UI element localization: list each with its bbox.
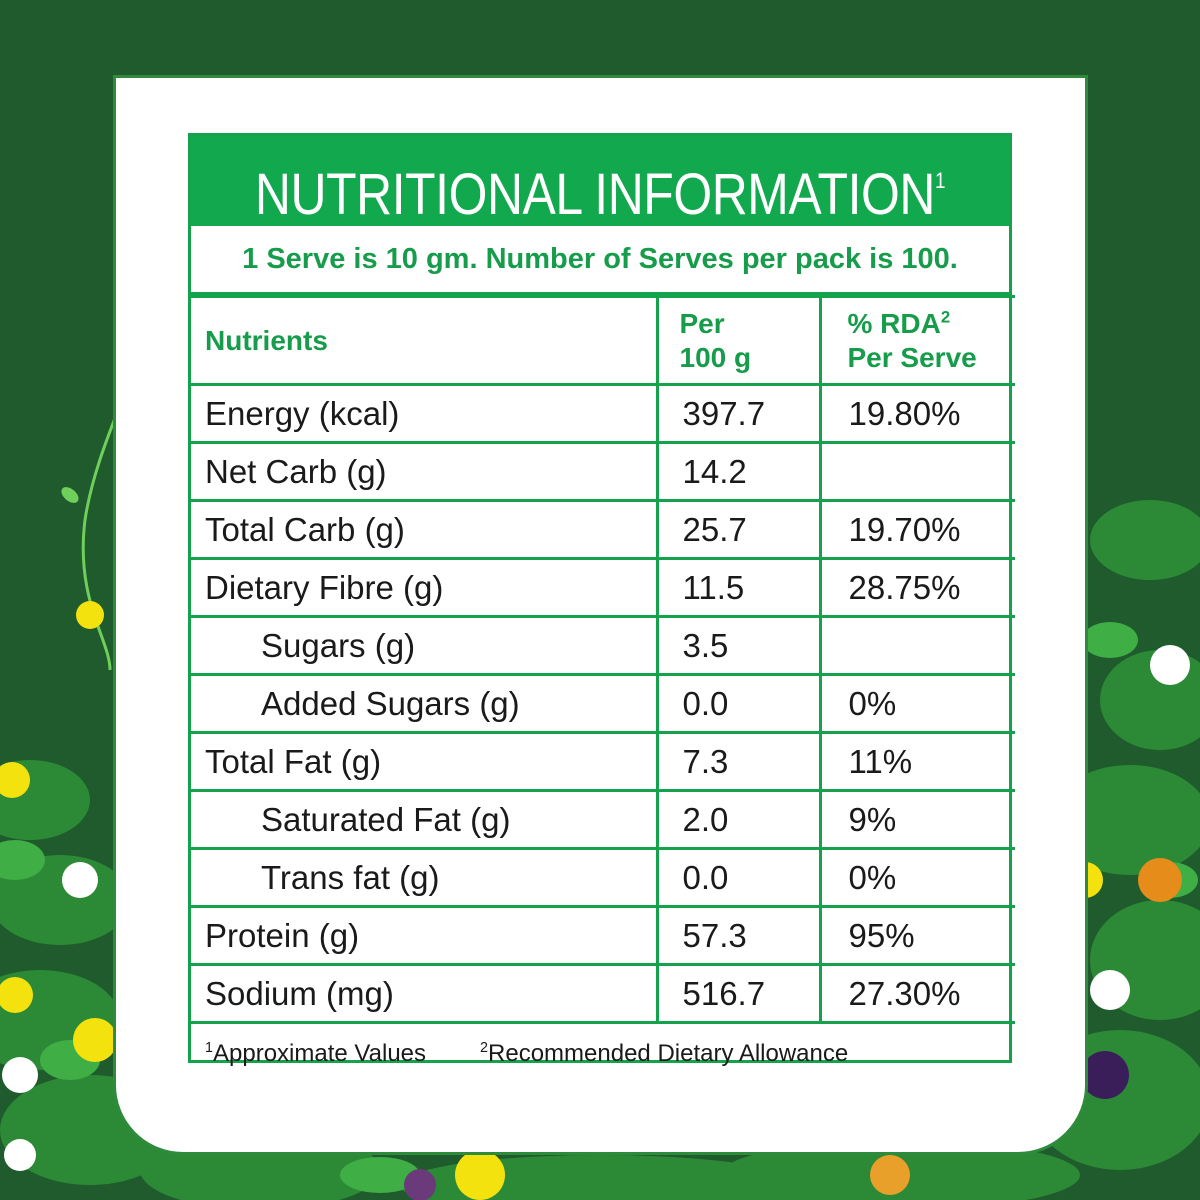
footnote-1-superscript: 1 [205, 1040, 214, 1056]
nutrient-name: Energy (kcal) [191, 383, 659, 444]
nutrient-rda: 0% [818, 847, 1015, 908]
footnote-1: 1Approximate Values [205, 1040, 426, 1067]
label-title: NUTRITIONAL INFORMATION1 [248, 136, 952, 226]
footnote-2-superscript: 2 [480, 1040, 489, 1056]
table-row: Total Fat (g) 7.3 11% [191, 731, 1015, 792]
table-row: Trans fat (g) 0.0 0% [191, 847, 1015, 908]
nutrient-per-100g: 0.0 [655, 673, 822, 734]
nutrient-rda: 11% [818, 731, 1015, 792]
header-rda: % RDA2 Per Serve [818, 295, 1015, 386]
nutrient-rda: 19.70% [818, 499, 1015, 560]
nutrient-name: Total Carb (g) [191, 499, 659, 560]
nutrient-per-100g: 3.5 [655, 615, 822, 676]
header-rda-line2: Per Serve [847, 341, 977, 373]
header-nutrients-text: Nutrients [205, 324, 328, 356]
nutrient-name: Saturated Fat (g) [191, 789, 659, 850]
nutrient-name: Net Carb (g) [191, 441, 659, 502]
nutrition-label: NUTRITIONAL INFORMATION1 1 Serve is 10 g… [188, 133, 1015, 1067]
serve-info: 1 Serve is 10 gm. Number of Serves per p… [191, 226, 1009, 295]
header-per-100g: Per 100 g [655, 295, 822, 386]
nutrient-rows: Energy (kcal) 397.7 19.80% Net Carb (g) 14.2… [191, 383, 1015, 1024]
header-per-line2: 100 g [679, 341, 752, 373]
table-row: Energy (kcal) 397.7 19.80% [191, 383, 1015, 444]
table-row: Saturated Fat (g) 2.0 9% [191, 789, 1015, 850]
nutrient-per-100g: 14.2 [655, 441, 822, 502]
nutrient-rda: 95% [818, 905, 1015, 966]
nutrient-rda: 19.80% [818, 383, 1015, 444]
title-bar: NUTRITIONAL INFORMATION1 [191, 136, 1009, 226]
footnote-2-text: Recommended Dietary Allowance [488, 1040, 849, 1067]
nutrient-name: Dietary Fibre (g) [191, 557, 659, 618]
nutrient-per-100g: 57.3 [655, 905, 822, 966]
nutrient-rda: 0% [818, 673, 1015, 734]
table-row: Protein (g) 57.3 95% [191, 905, 1015, 966]
table-row: Total Carb (g) 25.7 19.70% [191, 499, 1015, 560]
nutrient-name: Added Sugars (g) [191, 673, 659, 734]
nutrient-name: Protein (g) [191, 905, 659, 966]
footnotes: 1Approximate Values 2Recommended Dietary … [191, 1024, 1009, 1083]
table-row: Sodium (mg) 516.7 27.30% [191, 963, 1015, 1024]
header-rda-line1: % RDA [847, 307, 941, 339]
table-header-row: Nutrients Per 100 g % RDA2 Per Serve [191, 295, 1015, 386]
nutrient-per-100g: 2.0 [655, 789, 822, 850]
nutrient-per-100g: 516.7 [655, 963, 822, 1024]
nutrient-rda: 27.30% [818, 963, 1015, 1024]
nutrient-per-100g: 397.7 [655, 383, 822, 444]
header-nutrients: Nutrients [191, 295, 659, 386]
nutrient-per-100g: 7.3 [655, 731, 822, 792]
table-row: Sugars (g) 3.5 [191, 615, 1015, 676]
nutrient-name: Sodium (mg) [191, 963, 659, 1024]
footnote-2: 2Recommended Dietary Allowance [480, 1040, 848, 1067]
nutrition-table: Nutrients Per 100 g % RDA2 Per Serve Energ… [191, 295, 1015, 1024]
header-per-line1: Per [679, 307, 725, 339]
title-text: NUTRITIONAL INFORMATION [254, 162, 936, 226]
nutrient-name: Sugars (g) [191, 615, 659, 676]
nutrient-name: Trans fat (g) [191, 847, 659, 908]
nutrient-name: Total Fat (g) [191, 731, 659, 792]
header-rda-superscript: 2 [940, 307, 951, 327]
nutrient-rda: 28.75% [818, 557, 1015, 618]
table-row: Net Carb (g) 14.2 [191, 441, 1015, 502]
footnote-1-text: Approximate Values [213, 1040, 427, 1067]
nutrient-rda: 9% [818, 789, 1015, 850]
nutrient-rda [818, 441, 1015, 502]
table-row: Added Sugars (g) 0.0 0% [191, 673, 1015, 734]
nutrient-per-100g: 25.7 [655, 499, 822, 560]
nutrient-per-100g: 11.5 [655, 557, 822, 618]
title-superscript: 1 [934, 168, 946, 193]
nutrient-rda [818, 615, 1015, 676]
table-row: Dietary Fibre (g) 11.5 28.75% [191, 557, 1015, 618]
nutrient-per-100g: 0.0 [655, 847, 822, 908]
